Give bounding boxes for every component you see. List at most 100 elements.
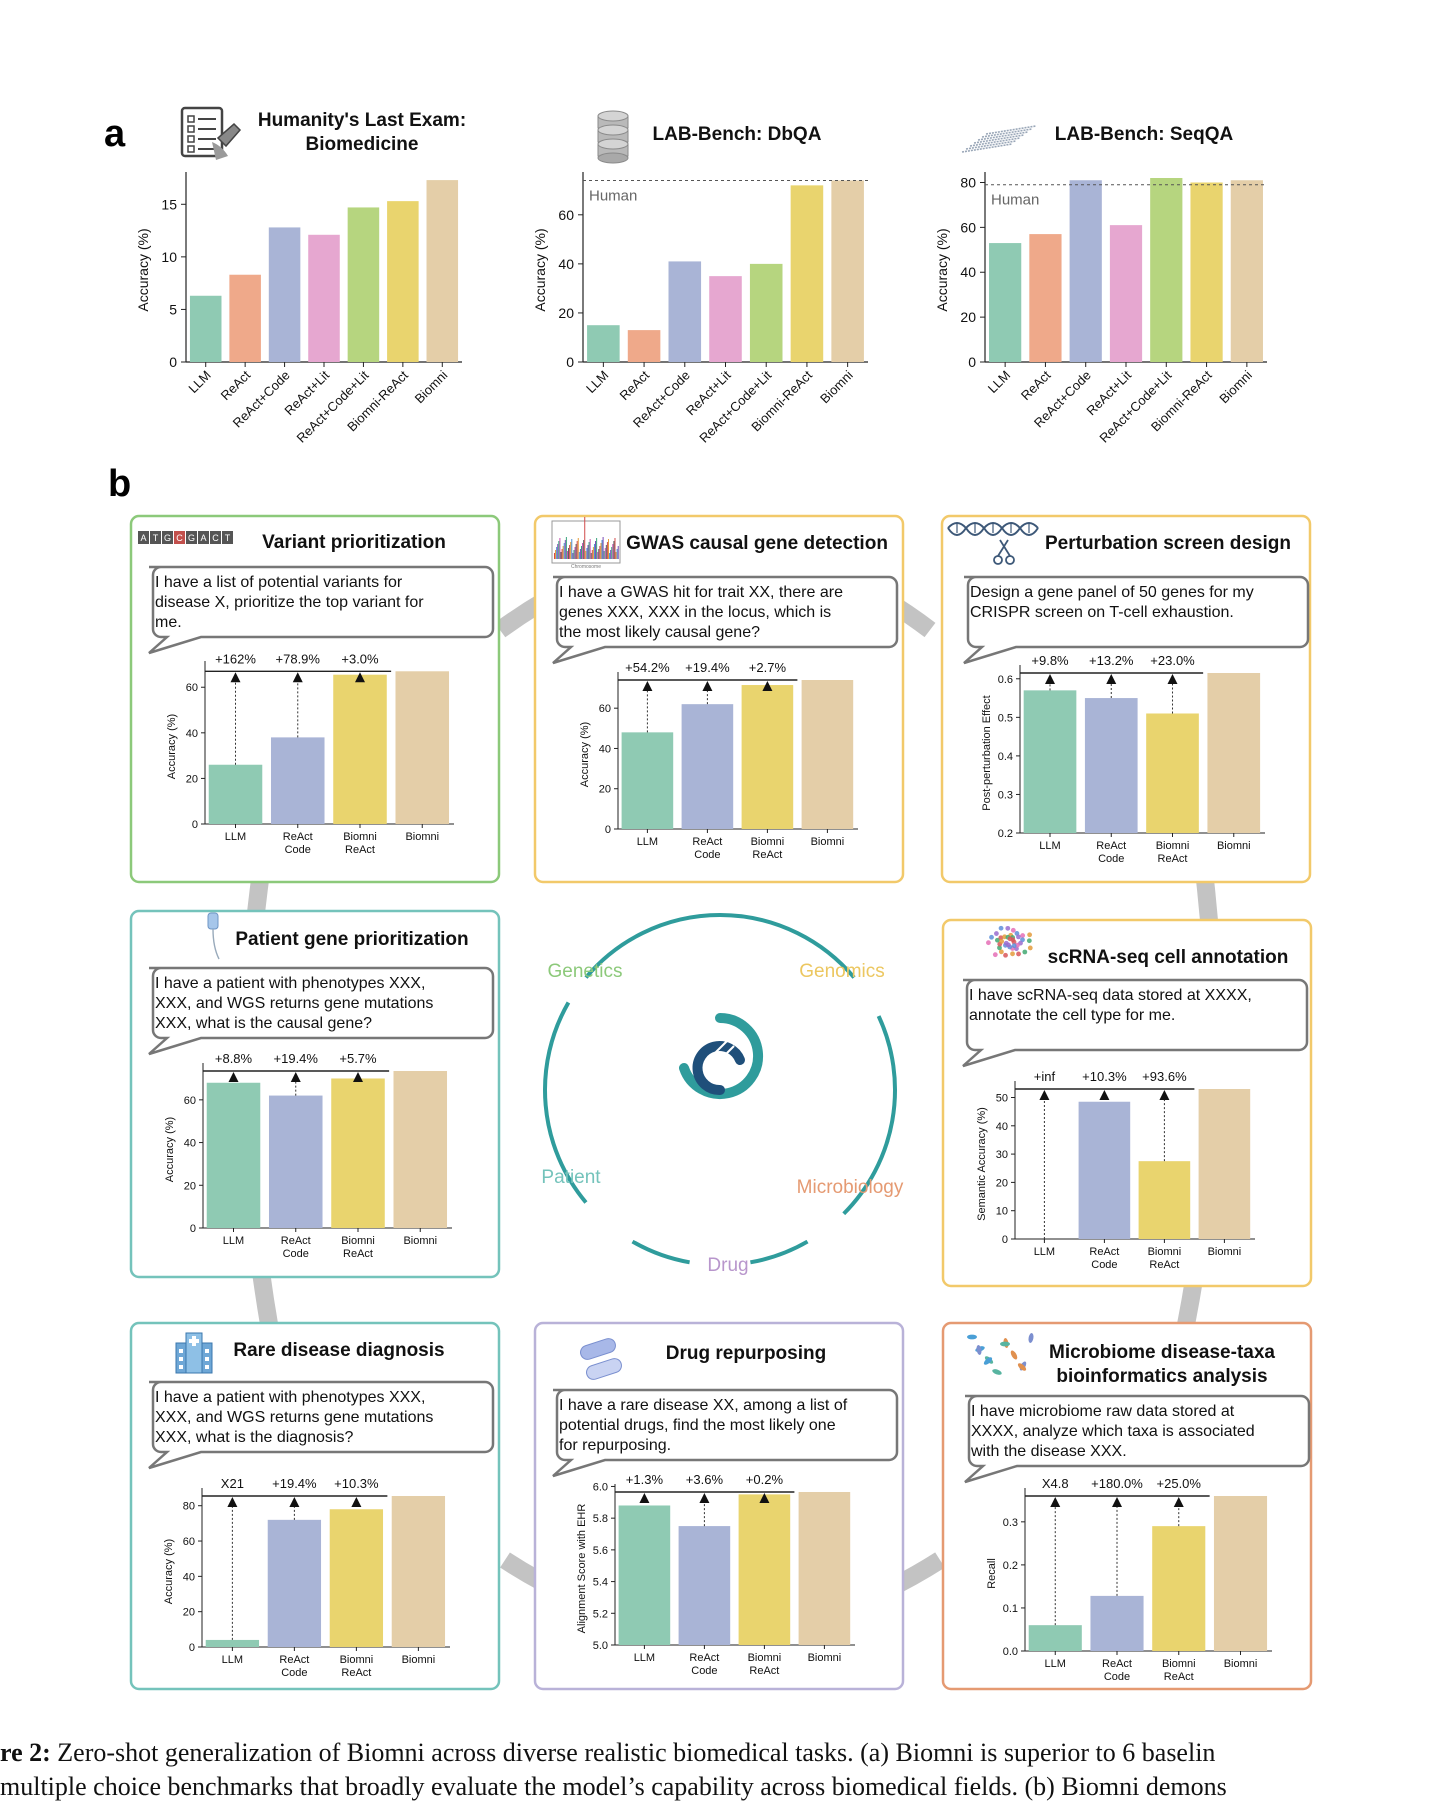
x-tick-label: LLM (225, 831, 246, 843)
caption-line-2: multiple choice benchmarks that broadly … (0, 1772, 1227, 1801)
y-tick-label: 0.3 (998, 789, 1013, 801)
x-tick-label: LLM (185, 368, 213, 396)
y-tick-label: 20 (186, 773, 198, 785)
card-title: Variant prioritization (262, 532, 446, 553)
improvement-label: +25.0% (1157, 1476, 1202, 1491)
improvement-label: +54.2% (625, 660, 670, 675)
improvement-arrow (1045, 674, 1056, 684)
improvement-label: +10.3% (334, 1476, 379, 1491)
bar-llm (189, 295, 222, 362)
bar-react-lit (709, 276, 742, 362)
y-axis-label: Accuracy (%) (166, 714, 178, 779)
svg-text:T: T (225, 533, 231, 543)
hospital-icon (175, 1332, 213, 1374)
y-tick-label: 40 (186, 728, 198, 740)
bar-llm (208, 764, 263, 824)
hub-ring-segment (842, 1015, 897, 1216)
improvement-arrow (289, 1497, 300, 1507)
cell-cluster-icon (986, 925, 1033, 958)
x-tick-label: Biomni ReAct (340, 1654, 374, 1679)
y-tick-label: 15 (161, 196, 177, 212)
question-bubble: I have a GWAS hit for trait XX, there ar… (552, 575, 899, 665)
x-tick-label: LLM (1045, 1658, 1066, 1670)
improvement-arrow (639, 1493, 650, 1503)
bar-react (1029, 234, 1062, 362)
improvement-label: +8.8% (215, 1051, 253, 1066)
bar-react (229, 274, 261, 362)
y-axis-label: Accuracy (%) (135, 228, 151, 311)
y-tick-label: 40 (599, 743, 611, 755)
card-title: scRNA-seq cell annotation (1048, 947, 1289, 968)
y-tick-label: 20 (960, 309, 976, 325)
bar-react-code (668, 261, 702, 362)
x-tick-label: Biomni ReAct (341, 1235, 375, 1260)
improvement-arrow (292, 672, 303, 683)
improvement-label: +2.7% (749, 660, 787, 675)
hub-ring-segment (631, 1239, 690, 1265)
bar-react-code-lit (749, 263, 783, 362)
improvement-arrow (762, 681, 773, 691)
svg-text:Chromosome: Chromosome (571, 564, 601, 570)
improvement-label: X4.8 (1042, 1476, 1069, 1491)
bacteria-icon (967, 1333, 1034, 1375)
y-tick-label: 20 (599, 784, 611, 796)
improvement-label: +78.9% (276, 651, 321, 666)
y-tick-label: 0 (169, 354, 177, 370)
caption-label: re 2: (0, 1738, 51, 1767)
y-axis-label: Accuracy (%) (579, 722, 591, 787)
question-bubble: I have scRNA-seq data stored at XXXX, ann… (962, 978, 1309, 1068)
svg-text:A: A (140, 533, 146, 543)
x-tick-label: Biomni ReAct (1148, 1246, 1182, 1271)
x-tick-label: ReAct Code (281, 1235, 311, 1260)
x-tick-label: Biomni (808, 1652, 842, 1664)
x-tick-label: Biomni ReAct (1156, 840, 1190, 865)
panel-label-a: a (104, 113, 126, 155)
y-tick-label: 5.2 (593, 1608, 608, 1620)
y-tick-label: 0.1 (1003, 1603, 1018, 1615)
card-title: Perturbation screen design (1045, 533, 1291, 554)
caption-text-1: Zero-shot generalization of Biomni acros… (50, 1738, 1216, 1767)
question-text: I have scRNA-seq data stored at XXXX, ann… (969, 987, 1252, 1024)
y-axis-label: Recall (986, 1558, 998, 1589)
bar-biomni-react (741, 685, 794, 829)
bar-biomni-react (1138, 1161, 1191, 1239)
y-axis-label: Accuracy (%) (164, 1117, 176, 1182)
card-title: GWAS causal gene detection (626, 533, 888, 554)
axes: 0 20 40 60 Accuracy (%) (164, 1063, 452, 1235)
hub-label-genetics: Genetics (548, 961, 623, 982)
bar-biomni-react (387, 201, 419, 362)
question-bubble: I have a patient with phenotypes XXX, XXX… (148, 966, 495, 1056)
bar-react-code (681, 704, 734, 829)
y-tick-label: 60 (599, 703, 611, 715)
improvement-label: +19.4% (685, 660, 730, 675)
improvement-arrow (355, 672, 366, 683)
card-patientgene: Patient gene prioritization I have a pati… (129, 909, 501, 1279)
bar-react-lit (308, 234, 340, 362)
x-tick-label: LLM (634, 1652, 655, 1664)
chart-seqqa: LAB-Bench: SeqQA 0 20 40 60 80 Accuracy (%) LLM… (934, 124, 1267, 446)
y-tick-label: 5.6 (593, 1545, 608, 1557)
bar-llm (205, 1639, 260, 1647)
manhattan-plot-icon: Chromosome (551, 517, 621, 570)
y-tick-label: 0 (192, 819, 198, 831)
improvement-label: +162% (215, 651, 256, 666)
improvement-arrow (1106, 674, 1117, 684)
card-microbiome: Microbiome disease-taxa bioinformatics an… (941, 1321, 1313, 1691)
database-icon (597, 110, 629, 164)
improvement-label: +3.6% (686, 1472, 724, 1487)
y-tick-label: 20 (183, 1607, 195, 1619)
improvement-label: +13.2% (1089, 653, 1134, 668)
sequence-icon (961, 125, 1037, 153)
figure-canvas: Genetics Genomics Patient Microbiology Drug … (104, 106, 1313, 1691)
x-tick-label: ReAct+Code+Lit (696, 367, 774, 445)
card-drug: Drug repurposing I have a rare disease XX… (533, 1321, 905, 1691)
bar-biomni-react (329, 1509, 384, 1647)
improvement-label: +180.0% (1091, 1476, 1143, 1491)
dna-scissors-icon (947, 522, 1039, 565)
bar-react-code (1084, 698, 1138, 833)
question-bubble: I have a list of potential variants for d… (148, 565, 495, 655)
hub-label-microbiology: Microbiology (797, 1177, 904, 1198)
svg-text:C: C (212, 533, 219, 543)
bar-biomni (426, 180, 459, 362)
